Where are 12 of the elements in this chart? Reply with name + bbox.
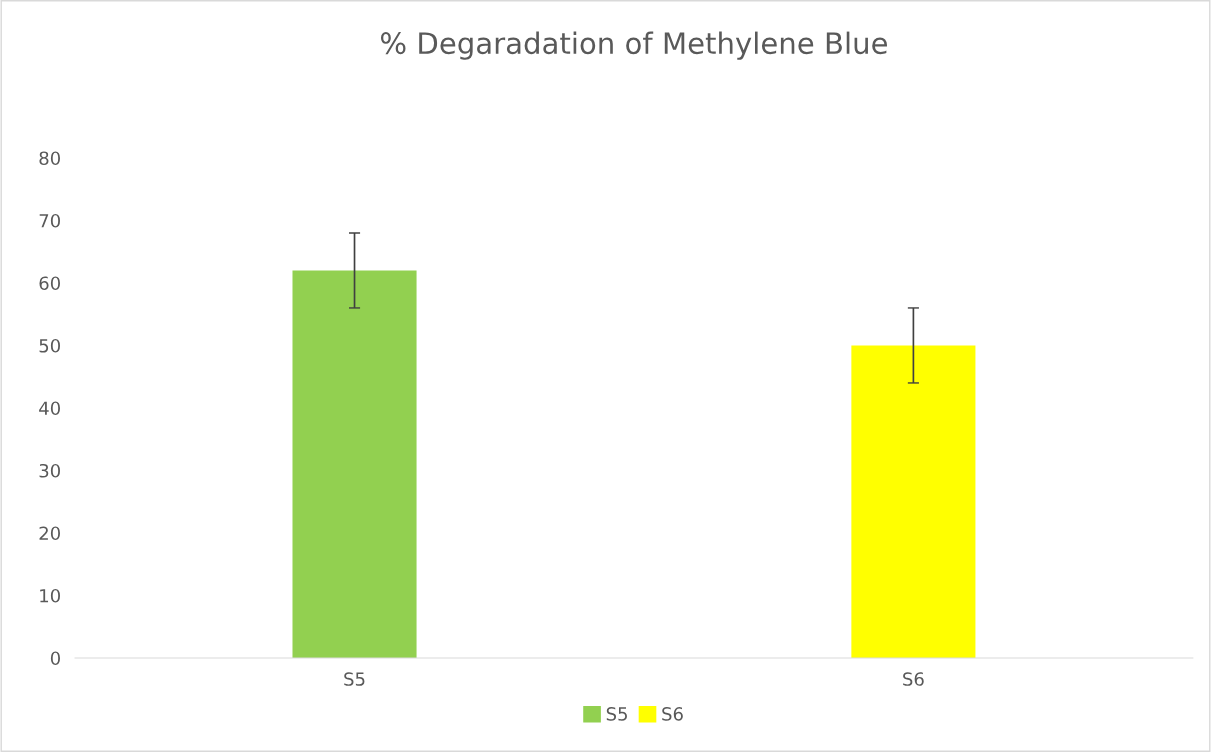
y-tick-label: 0 bbox=[50, 651, 60, 666]
chart-title: % Degaradation of Methylene Blue bbox=[381, 31, 887, 60]
legend-label: S5 bbox=[606, 707, 627, 721]
legend-label: S6 bbox=[662, 707, 683, 721]
y-tick-label: 50 bbox=[39, 338, 60, 353]
y-tick-label: 70 bbox=[39, 213, 60, 228]
y-tick-label: 10 bbox=[40, 588, 60, 603]
y-tick-label: 60 bbox=[39, 276, 60, 291]
y-tick-label: 20 bbox=[39, 526, 60, 541]
y-tick-label: 30 bbox=[39, 463, 60, 478]
y-tick-label: 80 bbox=[39, 151, 60, 166]
y-tick-label: 40 bbox=[39, 401, 60, 416]
